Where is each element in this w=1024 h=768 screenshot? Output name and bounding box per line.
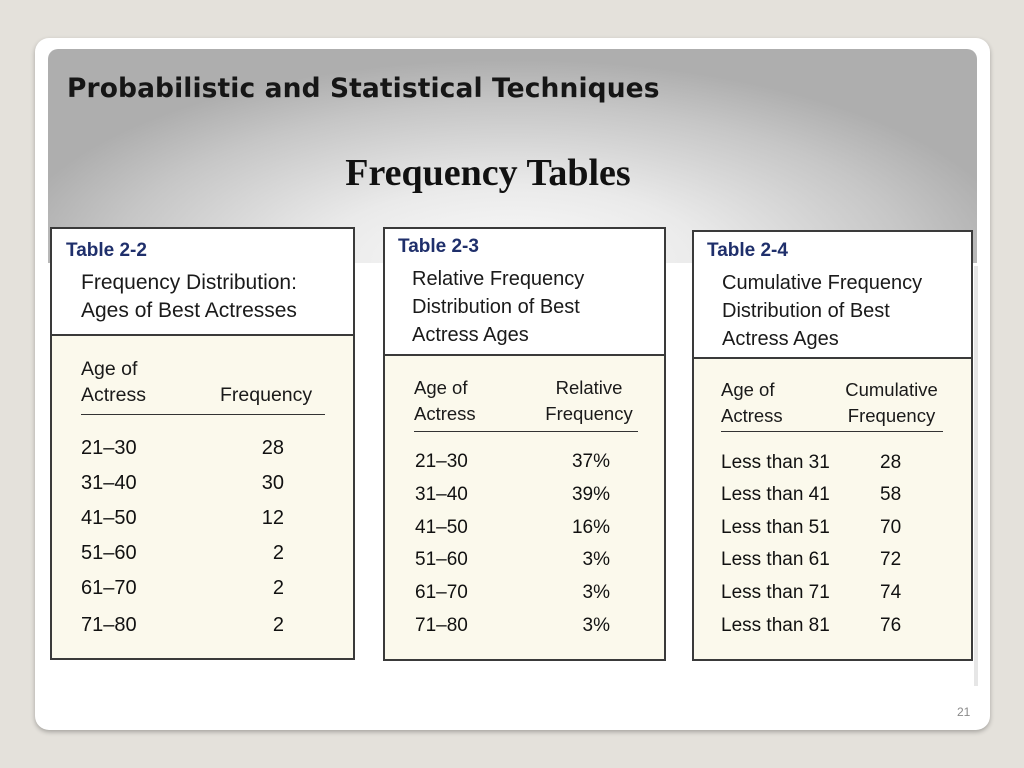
column-header-line: Actress [721,405,783,426]
table-cell-frequency: 28 [261,437,284,459]
table-caption: Cumulative Frequency Distribution of Bes… [722,269,922,353]
caption-line: Actress Ages [722,328,839,350]
table-cell-age: 51–60 [81,542,137,564]
table-cell-age: Less than 41 [721,484,830,505]
column-header-line: Frequency [545,403,633,424]
header-rule [721,431,943,432]
table-cell-relative-frequency: 37% [571,451,610,472]
table-cell-relative-frequency: 3% [582,615,610,636]
table-cell-age: 31–40 [81,472,137,494]
column-header-age: Age of Actress [721,377,783,429]
column-header-line: Cumulative [845,379,938,400]
table-cell-relative-frequency: 39% [571,484,610,505]
table-2-4: Table 2-4 Cumulative Frequency Distribut… [692,230,973,661]
table-cell-cumulative-frequency: 74 [880,582,902,603]
column-header-relative-frequency: Relative Frequency [534,375,644,427]
caption-line: Actress Ages [412,324,529,346]
table-caption: Frequency Distribution: Ages of Best Act… [81,269,297,325]
table-header: Table 2-4 Cumulative Frequency Distribut… [694,232,971,359]
caption-line: Frequency Distribution: [81,271,297,294]
table-cell-age: 71–80 [81,614,137,636]
table-cell-age: Less than 71 [721,582,830,603]
slide: Probabilistic and Statistical Techniques… [35,38,990,730]
column-header-age: Age of Actress [414,375,476,427]
table-cell-frequency: 2 [272,614,284,636]
table-cell-age: 61–70 [81,577,137,599]
table-cell-age: 21–30 [415,451,468,472]
table-label: Table 2-3 [398,236,479,257]
caption-line: Relative Frequency [412,268,585,290]
column-header-line: Actress [414,403,476,424]
table-cell-age: 51–60 [415,549,468,570]
table-2-3: Table 2-3 Relative Frequency Distributio… [383,227,666,661]
header-rule [414,431,638,432]
table-label: Table 2-2 [66,240,147,261]
caption-line: Distribution of Best [412,296,580,318]
table-cell-age: Less than 51 [721,517,830,538]
table-cell-age: Less than 31 [721,452,830,473]
column-header-line: Relative [555,377,623,398]
table-caption: Relative Frequency Distribution of Best … [412,265,584,349]
column-header-line: Age of [721,379,775,400]
slide-subtitle: Frequency Tables [345,152,631,194]
table-cell-cumulative-frequency: 58 [880,484,902,505]
table-cell-relative-frequency: 3% [582,582,610,603]
table-cell-age: 41–50 [415,517,468,538]
table-cell-relative-frequency: 3% [582,549,610,570]
table-cell-age: Less than 81 [721,615,830,636]
column-header-cumulative-frequency: Cumulative Frequency [834,377,949,429]
table-cell-frequency: 2 [272,542,284,564]
table-cell-frequency: 2 [272,577,284,599]
table-header: Table 2-3 Relative Frequency Distributio… [385,229,664,356]
table-cell-age: 71–80 [415,615,468,636]
column-header-line: Frequency [220,384,313,406]
table-cell-cumulative-frequency: 76 [880,615,902,636]
divider [974,266,978,686]
table-cell-age: 31–40 [415,484,468,505]
column-header-line: Actress [81,384,147,406]
caption-line: Cumulative Frequency [722,272,923,294]
header-rule [81,414,325,415]
table-cell-age: 41–50 [81,507,137,529]
column-header-line: Frequency [847,405,936,426]
table-cell-age: 61–70 [415,582,468,603]
column-header-line: Age of [414,377,468,398]
caption-line: Distribution of Best [722,300,890,322]
table-cell-cumulative-frequency: 28 [880,452,902,473]
table-cell-relative-frequency: 16% [571,517,610,538]
column-header-frequency: Frequency [220,382,312,408]
table-2-2: Table 2-2 Frequency Distribution: Ages o… [50,227,355,660]
page-number: 21 [957,705,971,719]
column-header-line: Age of [81,358,138,380]
caption-line: Ages of Best Actresses [81,299,297,322]
table-cell-frequency: 30 [261,472,284,494]
table-cell-age: Less than 61 [721,549,830,570]
column-header-age: Age of Actress [81,356,146,408]
table-cell-frequency: 12 [261,507,284,529]
table-label: Table 2-4 [707,240,788,261]
table-cell-age: 21–30 [81,437,137,459]
table-header: Table 2-2 Frequency Distribution: Ages o… [52,229,353,336]
table-cell-cumulative-frequency: 72 [880,549,902,570]
table-cell-cumulative-frequency: 70 [880,517,902,538]
slide-title: Probabilistic and Statistical Techniques [67,73,660,104]
